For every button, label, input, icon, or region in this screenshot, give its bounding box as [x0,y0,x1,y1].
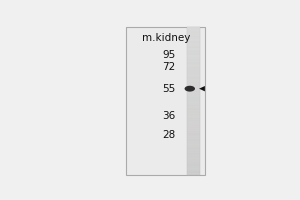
Bar [187,27,200,175]
Ellipse shape [184,86,195,92]
Text: m.kidney: m.kidney [142,33,191,43]
Bar [126,27,205,175]
Text: 55: 55 [163,84,176,94]
Text: 28: 28 [163,130,176,140]
Text: 95: 95 [163,50,176,60]
Text: 36: 36 [163,111,176,121]
Polygon shape [199,86,205,91]
Text: 72: 72 [163,62,176,72]
